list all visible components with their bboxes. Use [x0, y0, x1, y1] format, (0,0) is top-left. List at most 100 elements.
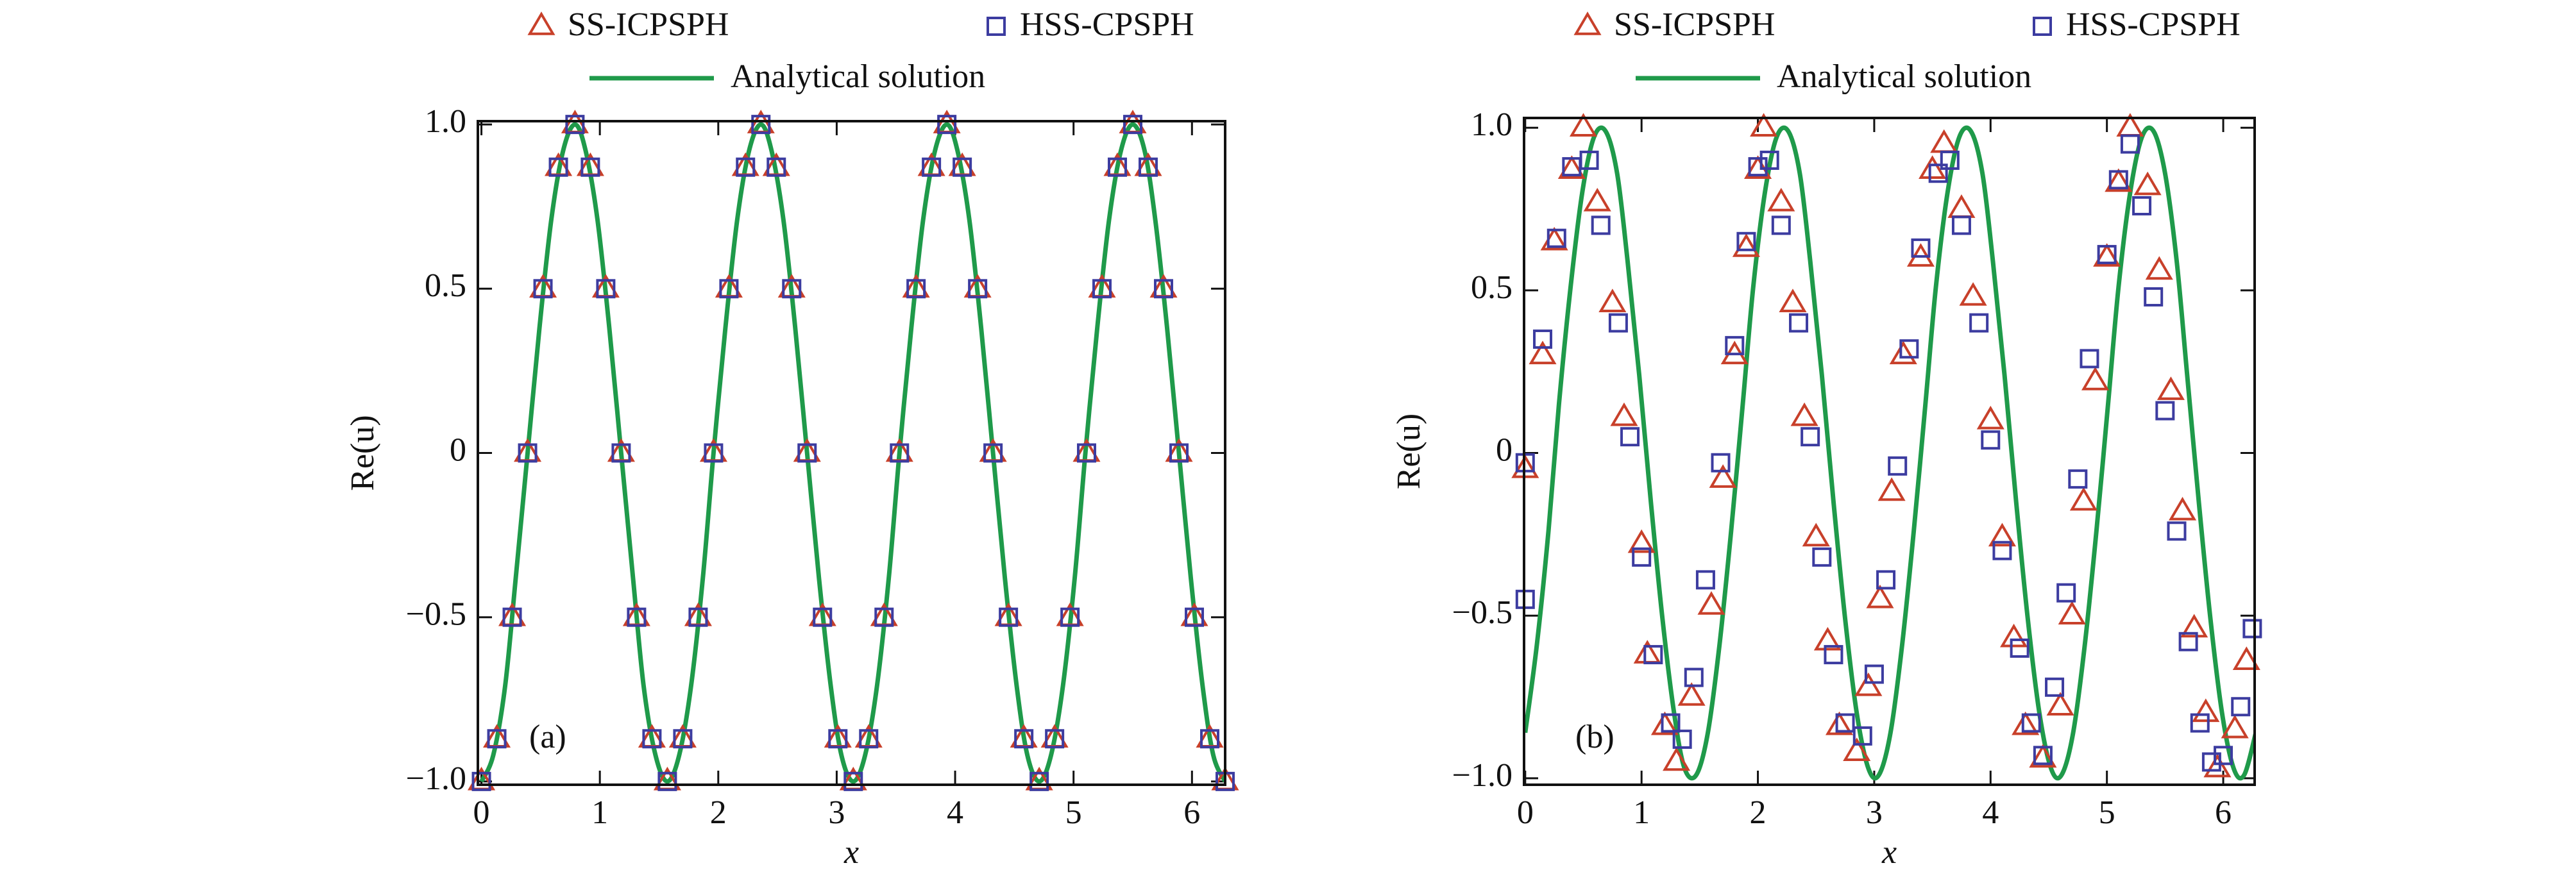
- point: [1711, 453, 1731, 473]
- y-tick-label: 1.0: [1471, 106, 1513, 143]
- x-tick-label: 6: [1183, 794, 1200, 831]
- point: [2045, 677, 2065, 697]
- point: [704, 443, 724, 463]
- point: [1709, 464, 1737, 488]
- point: [2093, 243, 2121, 267]
- point: [1748, 157, 1768, 177]
- point: [1824, 645, 1843, 665]
- point: [1697, 591, 1725, 615]
- point: [2097, 245, 2117, 265]
- y-tick-label: 0: [450, 431, 466, 468]
- point: [999, 607, 1019, 627]
- point: [673, 729, 693, 749]
- point: [1928, 163, 1948, 183]
- point: [1854, 672, 1883, 696]
- point: [1889, 340, 1917, 365]
- point: [1014, 729, 1034, 749]
- x-tick-label: 2: [1750, 794, 1767, 831]
- point: [1627, 529, 1656, 553]
- point: [2180, 614, 2208, 638]
- point: [1684, 667, 1704, 687]
- point: [1750, 113, 1778, 137]
- point: [2021, 713, 2041, 733]
- point: [1672, 729, 1692, 749]
- point: [1661, 713, 1681, 733]
- point: [1919, 155, 1947, 179]
- point: [2232, 646, 2260, 670]
- point: [813, 607, 833, 627]
- point: [1877, 477, 1906, 501]
- x-tick-label: 5: [2099, 794, 2115, 831]
- y-tick-label: −0.5: [406, 596, 466, 633]
- point: [1529, 340, 1557, 365]
- panel-label: (a): [529, 719, 566, 755]
- y-tick-label: 0.5: [425, 267, 466, 304]
- point: [1695, 570, 1715, 590]
- point: [922, 157, 942, 177]
- point: [1802, 523, 1830, 547]
- legend-marker: [987, 17, 1006, 36]
- point: [1732, 233, 1760, 257]
- point: [2201, 752, 2221, 772]
- point: [2068, 469, 2088, 489]
- point: [1591, 215, 1611, 235]
- point: [1911, 238, 1931, 258]
- x-axis-label: x: [843, 834, 859, 871]
- point: [1981, 430, 2001, 450]
- legend-marker: [1573, 12, 1602, 35]
- point: [937, 115, 957, 135]
- legend-marker: [2033, 17, 2052, 36]
- y-tick-label: 0.5: [1471, 269, 1513, 306]
- legend-label: Analytical solution: [731, 58, 985, 95]
- point: [1138, 157, 1158, 177]
- point: [1930, 129, 1958, 153]
- point: [1677, 682, 1706, 706]
- legend-marker: [527, 12, 555, 35]
- point: [906, 279, 926, 299]
- point: [1608, 313, 1628, 333]
- point: [2000, 623, 2028, 648]
- point: [2231, 697, 2251, 717]
- point: [2046, 692, 2074, 716]
- point: [2133, 171, 2162, 196]
- point: [1899, 339, 1919, 359]
- panel: 0 1 2 3 4 5 6 −1.0 −0.5 0 0.5 1.0 (a) x Re(u) SS-ICPSPH…: [344, 6, 1239, 871]
- point: [1835, 713, 1855, 733]
- point: [1123, 115, 1142, 135]
- point: [1947, 194, 1976, 218]
- point: [1076, 443, 1096, 463]
- point: [782, 279, 802, 299]
- legend-label: HSS-CPSPH: [1020, 6, 1194, 43]
- point: [2214, 746, 2233, 766]
- point: [471, 771, 491, 791]
- point: [1969, 313, 1989, 333]
- point: [1620, 427, 1640, 447]
- point: [2178, 632, 2198, 651]
- point: [2080, 349, 2099, 369]
- point: [1812, 547, 1832, 567]
- legend-label: HSS-CPSPH: [2066, 6, 2241, 43]
- analytical-line: [479, 122, 1225, 784]
- x-tick-label: 0: [1517, 794, 1534, 831]
- point: [1153, 279, 1173, 299]
- x-tick-label: 3: [828, 794, 845, 831]
- point: [1813, 626, 1842, 651]
- point: [1725, 336, 1745, 356]
- x-axis-label: x: [1881, 834, 1897, 871]
- point: [1650, 711, 1679, 735]
- point: [2012, 711, 2040, 735]
- y-tick-label: −1.0: [1452, 757, 1513, 794]
- point: [2058, 601, 2086, 624]
- point: [1771, 215, 1791, 235]
- x-tick-label: 1: [1633, 794, 1650, 831]
- point: [2242, 619, 2262, 639]
- x-tick-label: 1: [591, 794, 608, 831]
- point: [611, 443, 631, 463]
- point: [1951, 215, 1971, 235]
- point: [1569, 113, 1598, 137]
- point: [1992, 540, 2012, 560]
- point: [828, 729, 848, 749]
- point: [1557, 155, 1586, 179]
- y-tick-label: −1.0: [406, 760, 466, 797]
- point: [767, 157, 786, 177]
